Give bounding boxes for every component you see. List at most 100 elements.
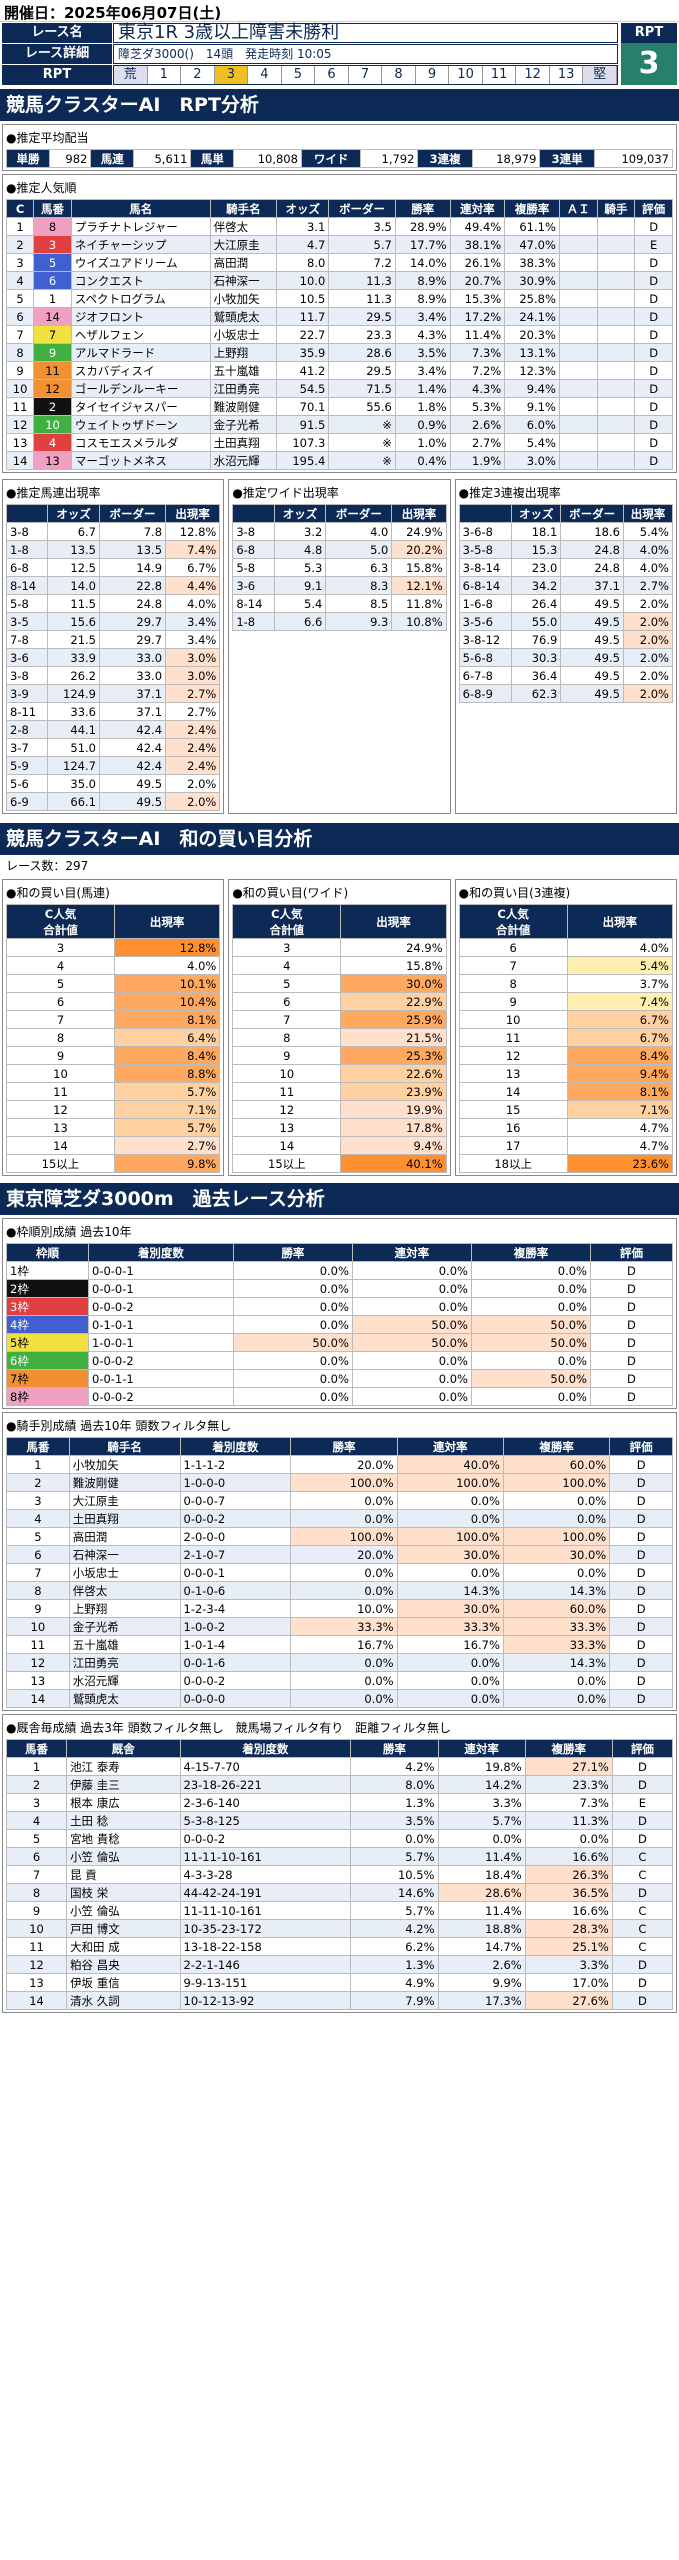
table-cell: 7: [232, 1010, 342, 1029]
table-cell: 20.3%: [504, 325, 560, 344]
table-cell: 5枠: [6, 1333, 89, 1352]
table-cell: 3: [232, 938, 342, 957]
table-cell: 4: [33, 433, 72, 452]
table-cell: 8.0: [276, 253, 330, 272]
table-cell: 42.4: [98, 756, 167, 775]
table-cell: 1枠: [6, 1261, 89, 1280]
table-row: 12 8.4%: [458, 1046, 673, 1065]
table-cell: [558, 415, 598, 434]
column-header: 馬名: [70, 199, 211, 218]
table-row: 11 23.9%: [232, 1082, 447, 1101]
table-cell: 15: [458, 1100, 568, 1119]
table-cell: 1: [5, 217, 35, 236]
table-cell: 5.4%: [622, 522, 673, 541]
table-cell: 金子光希: [68, 1617, 181, 1636]
table-cell: 5: [6, 1527, 70, 1546]
table-cell: 29.7: [98, 630, 167, 649]
table-cell: 0.0%: [232, 1351, 353, 1370]
table-row: 3-8-12 76.9 49.5 2.0%: [458, 630, 673, 649]
column-header: 連対率: [396, 1437, 504, 1456]
column-header: ボーダー: [98, 504, 167, 523]
table-row: 3枠 0-0-0-2 0.0% 0.0% 0.0% D: [6, 1297, 674, 1316]
column-header: 評価: [589, 1243, 674, 1262]
table-cell: 49.4%: [449, 217, 506, 236]
table-cell: 25.1%: [524, 1937, 613, 1956]
table-row: 4枠 0-1-0-1 0.0% 50.0% 50.0% D: [6, 1315, 674, 1334]
table-cell: 10.0%: [290, 1599, 398, 1618]
table-cell: ジオフロント: [70, 307, 211, 326]
table-row: 3 大江原圭 0-0-0-7 0.0% 0.0% 0.0% D: [6, 1491, 673, 1510]
table-cell: 34.2: [511, 576, 562, 595]
payout-box: ●推定平均配当 単勝 982 馬連 5,611 馬単 10,808 ワイド 1,792 3連複 1…: [2, 124, 677, 171]
table-cell: 1-0-1-4: [179, 1635, 292, 1654]
column-header: C人気 合計値: [232, 904, 342, 939]
table-cell: 3.0%: [504, 451, 560, 470]
table-row: 5 宮地 貴稔 0-0-0-2 0.0% 0.0% 0.0% D: [5, 1829, 674, 1848]
table-cell: 23.0: [511, 558, 562, 577]
table-row: 11 6.7%: [458, 1028, 673, 1047]
table-cell: 9: [6, 1599, 70, 1618]
table-cell: 5.3%: [449, 397, 506, 416]
table-cell: D: [589, 1261, 674, 1280]
table-cell: 金子光希: [209, 415, 278, 434]
table-row: 14 13 マーゴットメネス 水沼元輝 195.4 ※ 0.4% 1.9% 3.0% D: [5, 451, 673, 470]
table-cell: 14: [5, 1991, 68, 2010]
table-cell: ゴールデンルーキー: [70, 379, 211, 398]
table-cell: 30.0%: [340, 974, 447, 993]
table-cell: 17.2%: [449, 307, 506, 326]
table-cell: 1: [33, 289, 72, 308]
column-header: 複勝率: [502, 1437, 611, 1456]
rpt-scale-cell: 12: [516, 66, 550, 84]
table-cell: 0-0-0-1: [88, 1261, 234, 1280]
table-cell: [558, 253, 598, 272]
table-row: 8枠 0-0-0-2 0.0% 0.0% 0.0% D: [6, 1387, 674, 1406]
table-cell: 76.9: [511, 630, 562, 649]
table-cell: 伴啓太: [68, 1581, 181, 1600]
column-header: 評価: [634, 199, 673, 218]
waku-box: ●枠順別成績 過去10年 枠順 着別度数 勝率 連対率 複勝率 評価 1枠 0-0-0-1 0.0…: [2, 1218, 677, 1409]
table-cell: D: [634, 343, 673, 362]
table-cell: 7: [6, 1010, 115, 1029]
table-cell: 江田勇亮: [68, 1653, 181, 1672]
table-cell: 10: [458, 1010, 568, 1029]
table-cell: 7: [6, 1563, 70, 1582]
table-cell: 44.1: [47, 720, 100, 739]
table-row: 1 池江 泰寿 4-15-7-70 4.2% 19.8% 27.1% D: [5, 1757, 674, 1776]
table-cell: 14.9: [98, 558, 167, 577]
table-cell: 5: [5, 289, 35, 308]
table-cell: 23.6%: [566, 1154, 673, 1173]
table-cell: 9: [5, 361, 35, 380]
table-cell: 13.5: [98, 540, 167, 559]
table-cell: 24.8: [98, 594, 167, 613]
table-cell: 2.7%: [113, 1136, 221, 1155]
rpt-value-label: RPT: [621, 23, 677, 43]
popularity-title: ●推定人気順: [6, 181, 77, 195]
table-row: 5 高田潤 2-0-0-0 100.0% 100.0% 100.0% D: [6, 1527, 673, 1546]
table-cell: D: [609, 1527, 673, 1546]
table-cell: [596, 343, 636, 362]
table-cell: 40.1%: [340, 1154, 447, 1173]
table-cell: 2: [33, 397, 72, 416]
table-cell: 小坂忠士: [68, 1563, 181, 1582]
table-cell: 3.5: [328, 217, 396, 236]
table-cell: 11.7: [276, 307, 330, 326]
rpt-scale-cell: 堅: [583, 66, 617, 84]
column-header: 勝率: [394, 199, 451, 218]
table-cell: 9.3: [325, 612, 393, 631]
table-cell: 5.7%: [113, 1118, 221, 1137]
table-cell: D: [589, 1369, 674, 1388]
table-cell: 石神深一: [209, 271, 278, 290]
table-cell: 16.7%: [396, 1635, 504, 1654]
table-cell: 91.5: [276, 415, 330, 434]
table-cell: 14.6%: [350, 1883, 439, 1902]
table-row: 13 9.4%: [458, 1064, 673, 1083]
table-cell: C: [611, 1865, 674, 1884]
table-cell: 6-8: [5, 558, 49, 577]
payout-label: 3連複: [417, 149, 473, 168]
table-cell: 49.5: [560, 630, 624, 649]
payout-value: 982: [48, 149, 92, 168]
table-row: 10 22.6%: [232, 1064, 447, 1083]
table-cell: 100.0%: [290, 1527, 398, 1546]
table-cell: 100.0%: [396, 1527, 504, 1546]
table-cell: 10.0: [276, 271, 330, 290]
